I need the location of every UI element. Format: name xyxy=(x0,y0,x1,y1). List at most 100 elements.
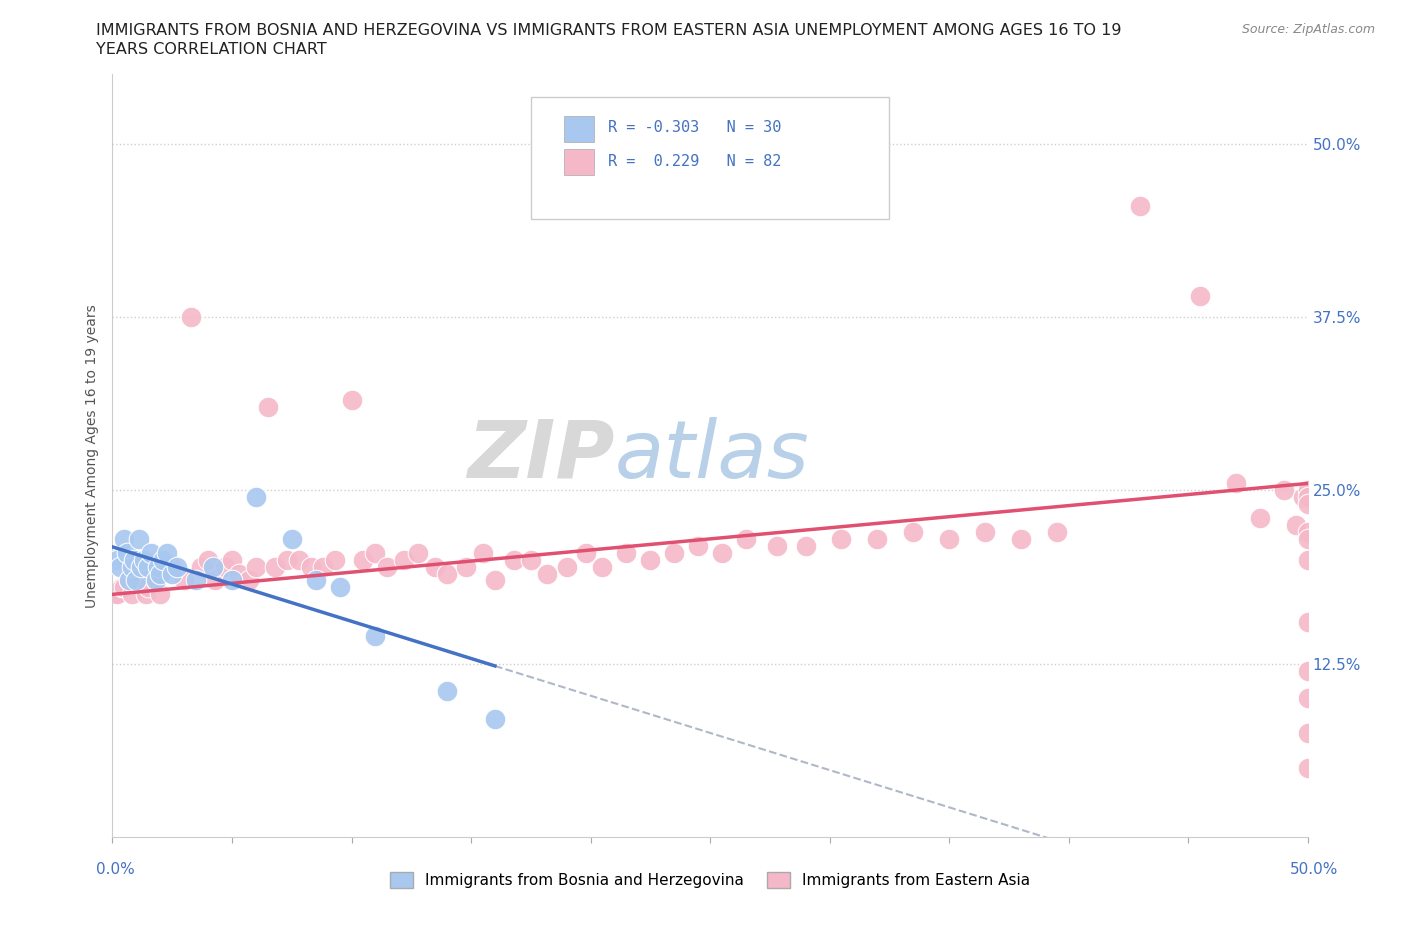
Point xyxy=(128,573,150,588)
Point xyxy=(555,559,578,574)
Point xyxy=(149,566,172,581)
Point xyxy=(111,580,134,595)
Text: R = -0.303   N = 30: R = -0.303 N = 30 xyxy=(609,120,782,135)
Point xyxy=(122,552,145,567)
Point xyxy=(180,310,202,325)
Point xyxy=(1296,490,1319,505)
Point xyxy=(1296,483,1319,498)
Point xyxy=(114,580,135,595)
Point xyxy=(711,545,734,560)
Point xyxy=(766,538,789,553)
Point xyxy=(1249,511,1271,525)
Bar xyxy=(564,149,595,175)
Point xyxy=(142,566,165,581)
Point xyxy=(1296,615,1319,630)
Point xyxy=(831,531,853,546)
Point xyxy=(536,566,558,581)
Point xyxy=(312,559,335,574)
Point xyxy=(1296,497,1319,512)
Point xyxy=(162,559,183,574)
Point xyxy=(794,538,817,553)
Point xyxy=(121,559,143,574)
Text: ZIP: ZIP xyxy=(467,417,614,495)
Point xyxy=(456,559,478,574)
Point xyxy=(149,587,172,602)
Point xyxy=(377,559,399,574)
Point xyxy=(364,545,387,560)
Text: atlas: atlas xyxy=(614,417,810,495)
Point xyxy=(132,552,155,567)
Point xyxy=(1292,490,1315,505)
Point xyxy=(575,545,598,560)
Point xyxy=(436,566,458,581)
Text: 0.0%: 0.0% xyxy=(96,862,135,877)
Legend: Immigrants from Bosnia and Herzegovina, Immigrants from Eastern Asia: Immigrants from Bosnia and Herzegovina, … xyxy=(384,866,1036,894)
Point xyxy=(221,573,243,588)
Point xyxy=(245,559,267,574)
Point xyxy=(408,545,430,560)
Point xyxy=(664,545,686,560)
Point xyxy=(1189,289,1212,304)
Point xyxy=(352,552,374,567)
Point xyxy=(974,525,997,539)
Y-axis label: Unemployment Among Ages 16 to 19 years: Unemployment Among Ages 16 to 19 years xyxy=(86,304,100,607)
Point xyxy=(166,559,188,574)
Point xyxy=(186,573,208,588)
Point xyxy=(121,587,143,602)
Point xyxy=(138,559,160,574)
Point xyxy=(276,552,298,567)
Point xyxy=(1296,531,1319,546)
Point xyxy=(122,566,145,581)
Point xyxy=(264,559,287,574)
Point xyxy=(1285,518,1308,533)
Point xyxy=(197,552,219,567)
Point xyxy=(281,531,304,546)
Point xyxy=(1010,531,1032,546)
Point xyxy=(201,559,224,574)
Point xyxy=(364,629,387,644)
Point xyxy=(305,573,328,588)
Point xyxy=(340,392,363,407)
FancyBboxPatch shape xyxy=(531,98,890,219)
Point xyxy=(425,559,447,574)
Point xyxy=(105,587,128,602)
Point xyxy=(520,552,543,567)
Point xyxy=(108,559,131,574)
Point xyxy=(484,711,506,726)
Point xyxy=(1296,691,1319,706)
Point xyxy=(288,552,311,567)
Point xyxy=(592,559,614,574)
Point xyxy=(145,573,167,588)
Point xyxy=(125,573,148,588)
Point xyxy=(118,573,141,588)
Point xyxy=(145,573,167,588)
Point xyxy=(1225,476,1247,491)
Point xyxy=(115,545,138,560)
Point xyxy=(245,490,267,505)
Point xyxy=(1296,725,1319,740)
Point xyxy=(1296,760,1319,775)
Point xyxy=(392,552,415,567)
Point xyxy=(156,545,179,560)
Text: YEARS CORRELATION CHART: YEARS CORRELATION CHART xyxy=(96,42,326,57)
Point xyxy=(299,559,322,574)
Point xyxy=(139,545,162,560)
Point xyxy=(484,573,506,588)
Point xyxy=(616,545,638,560)
Point xyxy=(1272,483,1295,498)
Point xyxy=(472,545,495,560)
Point xyxy=(436,684,458,698)
Bar xyxy=(564,115,595,141)
Point xyxy=(688,538,710,553)
Point xyxy=(221,552,243,567)
Point xyxy=(1129,199,1152,214)
Text: Source: ZipAtlas.com: Source: ZipAtlas.com xyxy=(1241,23,1375,36)
Point xyxy=(1296,663,1319,678)
Point xyxy=(135,587,157,602)
Text: R =  0.229   N = 82: R = 0.229 N = 82 xyxy=(609,153,782,169)
Point xyxy=(866,531,889,546)
Point xyxy=(938,531,960,546)
Point xyxy=(903,525,925,539)
Point xyxy=(1296,552,1319,567)
Point xyxy=(238,573,260,588)
